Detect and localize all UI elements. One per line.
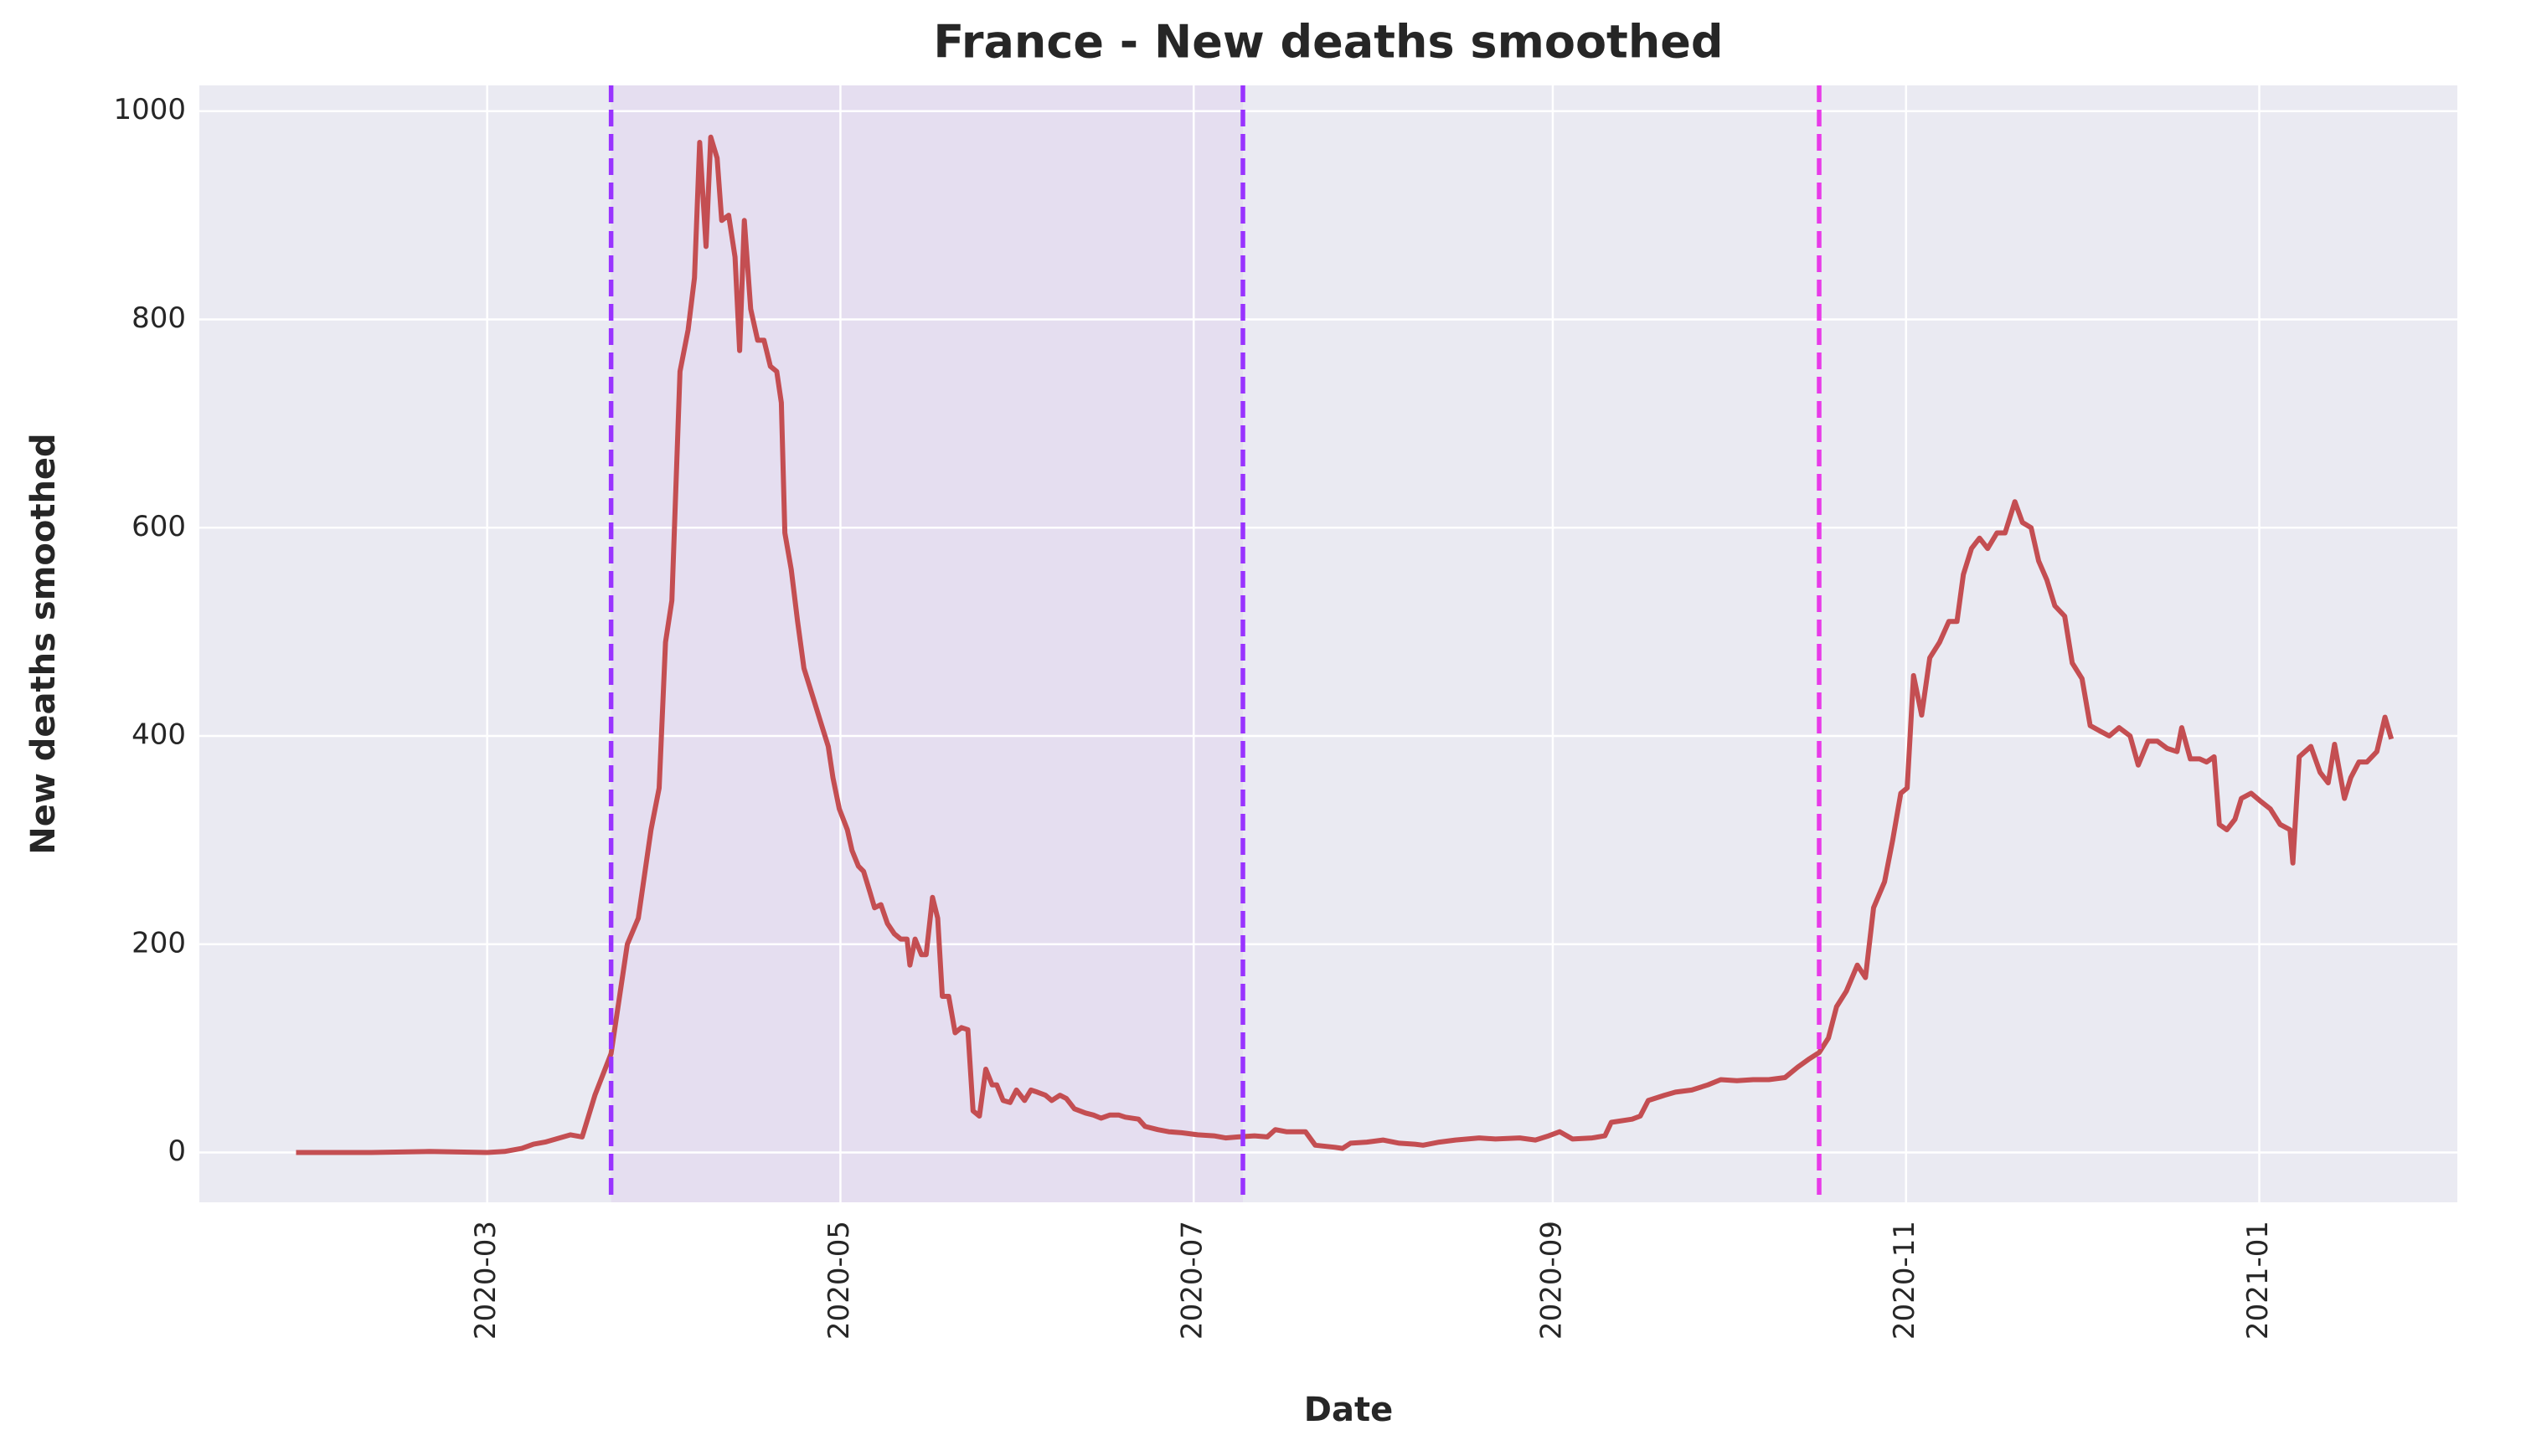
y-axis-label: New deaths smoothed	[24, 433, 63, 854]
chart-title: France - New deaths smoothed	[933, 16, 1723, 69]
x-tick-label: 2021-01	[2241, 1221, 2275, 1340]
shaded-span	[611, 85, 1244, 1202]
y-tick-label: 0	[168, 1134, 186, 1168]
y-tick-label: 1000	[113, 93, 186, 126]
y-tick-label: 800	[131, 301, 186, 335]
x-axis-label: Date	[1304, 1391, 1393, 1429]
y-tick-label: 600	[131, 510, 186, 543]
x-tick-label: 2020-05	[822, 1221, 856, 1340]
x-tick-label: 2020-11	[1888, 1221, 1921, 1340]
x-tick-label: 2020-07	[1176, 1221, 1209, 1340]
data-line	[296, 134, 2395, 1155]
y-tick-label: 400	[131, 718, 186, 752]
y-tick-label: 200	[131, 926, 186, 960]
plot-background	[199, 85, 2457, 1202]
x-tick-label: 2020-09	[1534, 1221, 1568, 1340]
x-tick-label: 2020-03	[469, 1221, 503, 1340]
